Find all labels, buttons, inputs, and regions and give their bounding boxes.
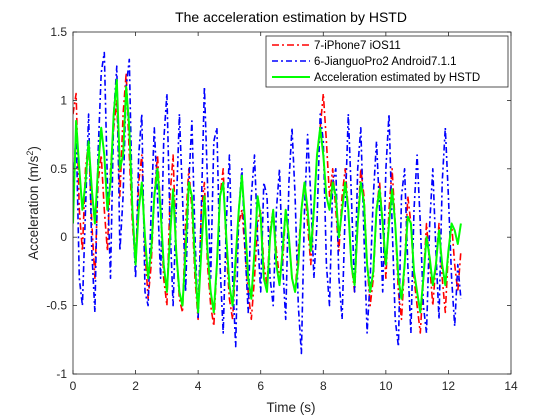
y-tick-label: 1: [60, 93, 67, 107]
x-tick-label: 10: [379, 379, 393, 393]
x-tick-label: 2: [132, 379, 139, 393]
x-tick-label: 12: [442, 379, 456, 393]
y-tick-label: 0.5: [50, 162, 67, 176]
y-axis-ticks: -1 -0.5 0 0.5 1 1.5: [46, 25, 511, 381]
chart-title: The acceleration estimation by HSTD: [175, 9, 407, 25]
series-layer: [73, 51, 462, 355]
legend-label-2: 6-JianguoPro2 Android7.1.1: [314, 56, 457, 68]
legend: 7-iPhone7 iOS11 6-JianguoPro2 Android7.1.…: [265, 35, 509, 88]
y-tick-label: 1.5: [50, 25, 67, 39]
x-tick-label: 6: [257, 379, 264, 393]
plot-area: 0 2 4 6 8 10 12 14 -1 -0.5 0 0.5 1 1.5: [46, 25, 518, 393]
y-tick-label: 0: [60, 230, 67, 244]
y-axis-label: Acceleration (m/s2): [25, 146, 41, 260]
y-tick-label: -0.5: [46, 299, 67, 313]
x-tick-label: 0: [70, 379, 77, 393]
legend-label-3: Acceleration estimated by HSTD: [314, 72, 480, 84]
series-line-2: [73, 51, 462, 355]
legend-label-1: 7-iPhone7 iOS11: [314, 40, 401, 52]
y-tick-label: -1: [56, 367, 67, 381]
legend-items: 7-iPhone7 iOS11 6-JianguoPro2 Android7.1.…: [272, 40, 480, 84]
x-tick-label: 4: [195, 379, 202, 393]
x-axis-ticks: 0 2 4 6 8 10 12 14: [70, 32, 518, 393]
series-line-3: [73, 78, 462, 314]
x-tick-label: 8: [320, 379, 327, 393]
axes-box: [72, 31, 512, 375]
x-axis-label: Time (s): [267, 400, 316, 415]
x-tick-label: 14: [504, 379, 518, 393]
